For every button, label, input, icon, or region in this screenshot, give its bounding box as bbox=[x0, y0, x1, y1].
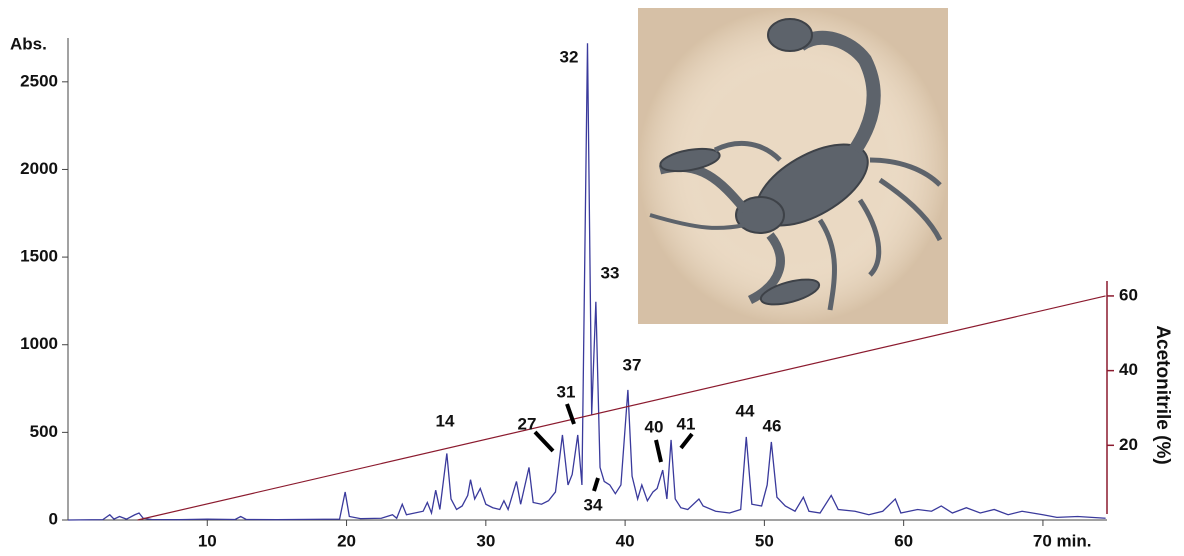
x-tick-label: 20 bbox=[337, 531, 356, 550]
x-tick-label: 70 min. bbox=[1033, 531, 1092, 550]
peak-leader bbox=[656, 440, 661, 462]
peak-label: 46 bbox=[763, 416, 782, 435]
x-tick-label: 50 bbox=[755, 531, 774, 550]
chart: Abs. Acetonitrile (%) 0 500 1000 1500 2000 25… bbox=[0, 0, 1184, 556]
peak-label: 33 bbox=[601, 263, 620, 282]
y2-tick-label: 60 bbox=[1119, 285, 1138, 304]
gradient-line bbox=[138, 296, 1106, 520]
page: Abs. Acetonitrile (%) 0 500 1000 1500 2000 25… bbox=[0, 0, 1184, 556]
y2-axis-label: Acetonitrile (%) bbox=[1152, 325, 1173, 464]
peak-label: 41 bbox=[677, 414, 696, 433]
peak-leader bbox=[594, 478, 598, 491]
y-tick-label: 0 bbox=[49, 509, 58, 528]
peak-label: 14 bbox=[436, 411, 455, 430]
x-tick-label: 60 bbox=[894, 531, 913, 550]
y-tick-label: 1500 bbox=[20, 247, 58, 266]
chromatogram-line bbox=[68, 43, 1106, 520]
x-tick-label: 10 bbox=[198, 531, 217, 550]
peak-label: 31 bbox=[557, 382, 576, 401]
scorpion-photo bbox=[638, 8, 948, 324]
y2-tick-label: 20 bbox=[1119, 435, 1138, 454]
peak-leader bbox=[535, 432, 553, 451]
peak-label: 34 bbox=[584, 495, 603, 514]
y2-tick-label: 40 bbox=[1119, 360, 1138, 379]
peak-leader bbox=[681, 434, 692, 448]
peak-label: 27 bbox=[518, 414, 537, 433]
peak-label: 37 bbox=[623, 355, 642, 374]
peak-label: 40 bbox=[645, 417, 664, 436]
x-tick-label: 30 bbox=[476, 531, 495, 550]
y-tick-label: 500 bbox=[30, 422, 58, 441]
x-tick-label: 40 bbox=[616, 531, 635, 550]
y-tick-label: 2000 bbox=[20, 159, 58, 178]
y-axis-label: Abs. bbox=[10, 34, 47, 53]
peak-label: 44 bbox=[736, 401, 755, 420]
peak-label: 32 bbox=[560, 47, 579, 66]
y-tick-label: 2500 bbox=[20, 71, 58, 90]
y-tick-label: 1000 bbox=[20, 334, 58, 353]
peak-leader bbox=[567, 404, 574, 424]
